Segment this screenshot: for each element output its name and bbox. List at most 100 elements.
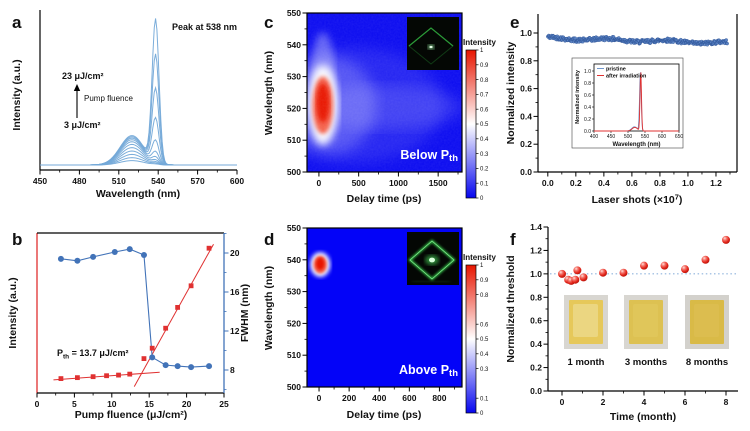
panel-a-label: a xyxy=(12,13,22,32)
photo-2-center xyxy=(694,304,719,337)
svg-text:530: 530 xyxy=(287,72,301,82)
svg-text:0.5: 0.5 xyxy=(480,337,489,343)
panel-f-ylabel: Normalized threshold xyxy=(505,255,517,362)
svg-text:1.4: 1.4 xyxy=(530,222,542,232)
panel-c-inset-photo xyxy=(407,17,459,70)
svg-text:600: 600 xyxy=(402,393,416,403)
panel-e: e 0.0 0.2 0.4 0.6 0.8 1.0 1.2 0.0 0.2 0.4 0.6 0.8 1.… xyxy=(500,0,750,215)
legend-label-after-irradiation: after irradiation xyxy=(606,74,647,80)
svg-text:1: 1 xyxy=(480,263,484,269)
svg-text:0.4: 0.4 xyxy=(584,105,591,111)
colorbar-d-title: Intensity xyxy=(463,253,496,262)
sample-photo-2: 8 months xyxy=(685,295,729,368)
panel-c-colorbar: 1 0.9 0.8 0.7 0.6 0.5 0.4 0.3 0.2 0.1 0 xyxy=(465,48,489,202)
panel-d-ylabel: Wavelength (nm) xyxy=(263,266,275,350)
svg-text:0.6: 0.6 xyxy=(520,84,532,94)
svg-text:0.6: 0.6 xyxy=(584,93,591,99)
panel-d-colorbar: 1 0.9 0.8 0.6 0.5 0.4 0.3 0.1 0 xyxy=(465,263,489,417)
panel-c: c 500 510 520 530 540 550 0 500 1000 1500 Below P… xyxy=(250,0,500,215)
inset-ylabel: Normalized intensity xyxy=(575,69,581,124)
svg-text:0.5: 0.5 xyxy=(480,122,489,128)
svg-text:0.0: 0.0 xyxy=(584,129,591,135)
sample-photos: 1 month 3 months 8 months xyxy=(564,295,729,368)
svg-text:2: 2 xyxy=(601,397,606,407)
photo-1-label: 3 months xyxy=(625,357,667,368)
svg-text:400: 400 xyxy=(372,393,386,403)
panel-b-plot: 0 5 10 15 20 25 8 12 16 20 xyxy=(35,232,240,409)
panel-d-xlabel: Delay time (ps) xyxy=(347,409,422,421)
legend-label-pristine: pristine xyxy=(606,67,626,73)
svg-text:0: 0 xyxy=(35,399,40,409)
svg-text:510: 510 xyxy=(287,135,301,145)
svg-text:0.4: 0.4 xyxy=(520,111,532,121)
svg-text:0.4: 0.4 xyxy=(480,352,489,358)
svg-text:800: 800 xyxy=(432,393,446,403)
svg-text:8: 8 xyxy=(724,397,729,407)
panel-e-label: e xyxy=(510,13,519,32)
svg-text:0.9: 0.9 xyxy=(480,63,489,69)
panel-e-plot: 0.0 0.2 0.4 0.6 0.8 1.0 1.2 0.0 0.2 0.4 0.6 0.8 1.0 xyxy=(520,14,738,188)
svg-text:0: 0 xyxy=(317,178,322,188)
emission-spot-core xyxy=(429,257,435,263)
svg-text:0.0: 0.0 xyxy=(520,167,532,177)
svg-text:0.6: 0.6 xyxy=(480,107,489,113)
photo-0-center xyxy=(573,304,598,337)
svg-text:0.8: 0.8 xyxy=(584,81,591,87)
svg-text:0.1: 0.1 xyxy=(480,181,489,187)
svg-text:570: 570 xyxy=(191,176,205,186)
panel-c-axes: 500 510 520 530 540 550 0 500 1000 1500 xyxy=(287,8,463,188)
svg-text:25: 25 xyxy=(219,399,229,409)
sample-photo-1: 3 months xyxy=(624,295,668,368)
svg-text:510: 510 xyxy=(112,176,126,186)
svg-text:0.3: 0.3 xyxy=(480,152,489,158)
panel-e-xlabel: Laser shots (×107) xyxy=(592,193,683,207)
svg-text:0.8: 0.8 xyxy=(530,292,542,302)
svg-text:0.1: 0.1 xyxy=(480,396,489,402)
photo-1-center xyxy=(633,304,658,337)
svg-text:1000: 1000 xyxy=(389,178,408,188)
svg-text:520: 520 xyxy=(287,103,301,113)
svg-text:0.6: 0.6 xyxy=(530,316,542,326)
panel-a: a 450 480 510 540 570 600 Peak at 538 nm 23 μ… xyxy=(0,0,250,215)
svg-text:480: 480 xyxy=(72,176,86,186)
pump-fluence-arrow-icon xyxy=(73,84,81,118)
panel-d: d 500 510 520 530 540 550 0 200 400 600 800 Above … xyxy=(250,215,500,431)
svg-text:450: 450 xyxy=(607,134,616,140)
panel-b: b 0 5 10 15 20 25 8 12 16 20 Pth = 13.7 μJ/cm² Pu… xyxy=(0,215,251,431)
svg-text:1.0: 1.0 xyxy=(530,269,542,279)
svg-text:200: 200 xyxy=(342,393,356,403)
svg-text:550: 550 xyxy=(641,134,650,140)
svg-text:20: 20 xyxy=(230,248,240,258)
region-label-below: Below Pth xyxy=(400,148,458,164)
svg-text:1.0: 1.0 xyxy=(520,28,532,38)
panel-f-plot: 0 2 4 6 8 0.0 0.2 0.4 0.6 0.8 1.0 1.2 1.4 xyxy=(530,222,738,407)
panel-d-inset-photo xyxy=(407,232,459,285)
svg-text:0.7: 0.7 xyxy=(480,93,489,99)
svg-text:1500: 1500 xyxy=(429,178,448,188)
fluence-high-annotation: 23 μJ/cm² xyxy=(62,71,104,81)
svg-text:0: 0 xyxy=(560,397,565,407)
svg-text:15: 15 xyxy=(144,399,154,409)
panel-b-label: b xyxy=(12,230,22,249)
svg-text:0.8: 0.8 xyxy=(520,56,532,66)
panel-b-ylabel-left: Intensity (a.u.) xyxy=(7,277,19,348)
region-label-above: Above Pth xyxy=(399,363,458,379)
svg-text:0.2: 0.2 xyxy=(480,167,489,173)
svg-text:0.3: 0.3 xyxy=(480,367,489,373)
svg-text:1.0: 1.0 xyxy=(584,69,591,75)
panel-c-ylabel: Wavelength (nm) xyxy=(263,51,275,135)
svg-text:16: 16 xyxy=(230,287,240,297)
svg-text:500: 500 xyxy=(287,167,301,177)
panel-b-xlabel: Pump fluence (μJ/cm²) xyxy=(75,409,188,421)
svg-text:8: 8 xyxy=(230,365,235,375)
panel-a-plot: 450 480 510 540 570 600 xyxy=(33,10,244,186)
panel-c-heatmap xyxy=(307,13,462,172)
panel-f-label: f xyxy=(510,230,516,249)
svg-text:10: 10 xyxy=(107,399,117,409)
svg-text:0.4: 0.4 xyxy=(598,178,610,188)
pump-fluence-arrow-label: Pump fluence xyxy=(84,94,133,103)
panel-d-label: d xyxy=(264,230,274,249)
svg-text:0: 0 xyxy=(480,196,484,202)
svg-text:450: 450 xyxy=(33,176,47,186)
inset-xlabel: Wavelength (nm) xyxy=(612,142,660,148)
